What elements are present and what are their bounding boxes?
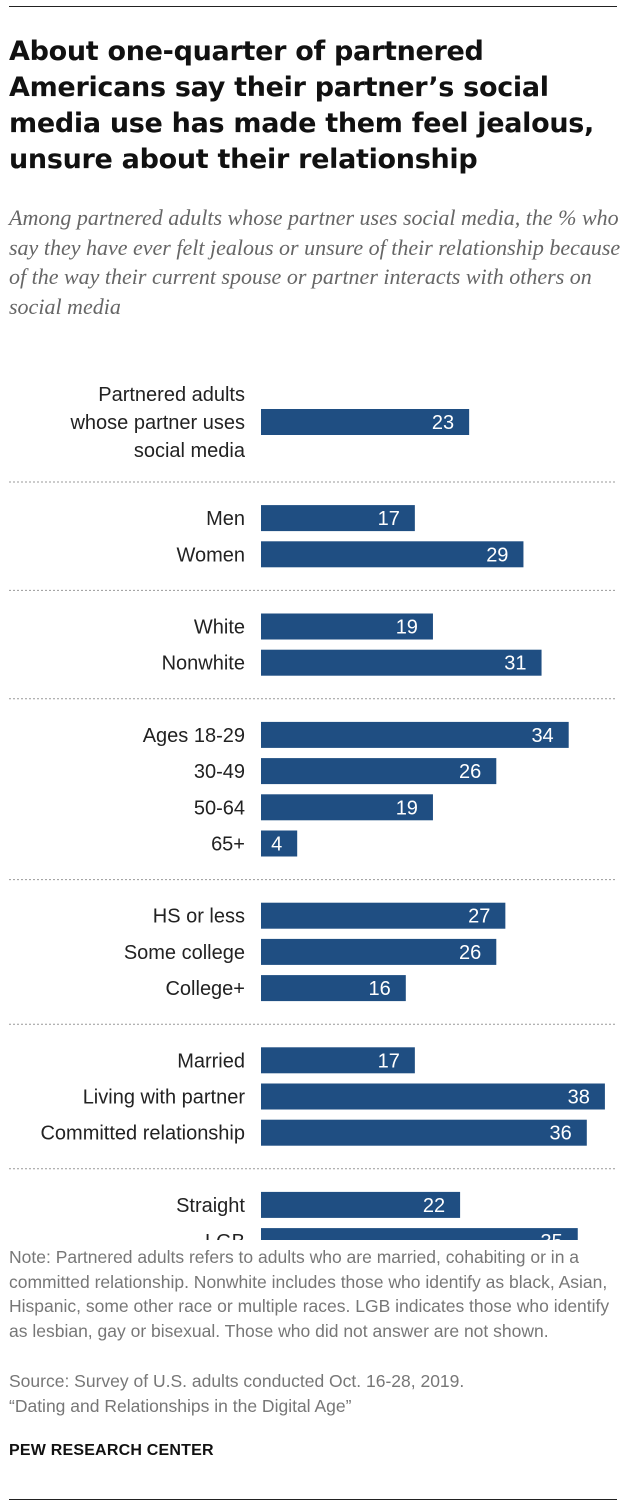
bottom-rule	[9, 1499, 617, 1500]
category-label-line: social media	[134, 440, 246, 462]
bar-6-1	[261, 1228, 578, 1240]
category-label: Married	[177, 1050, 245, 1072]
bar-3-3	[261, 830, 298, 857]
category-label: Committed relationship	[40, 1123, 245, 1145]
category-label: LGB	[205, 1231, 245, 1240]
bar-3-1	[261, 758, 497, 785]
bar-chart: 23 Partnered adults whose partner uses soci…	[9, 384, 617, 1240]
category-label-line: Living with partner	[83, 1087, 246, 1109]
category-label: Partnered adults whose partner uses social…	[69, 384, 245, 462]
category-label: Men	[206, 508, 245, 530]
bar-value-label: 31	[504, 653, 526, 675]
bar-value-label: 36	[550, 1123, 572, 1145]
category-label-line: White	[194, 617, 245, 639]
category-label-line: Straight	[176, 1195, 245, 1217]
bar-value-label: 16	[369, 978, 391, 1000]
category-label: HS or less	[153, 906, 245, 928]
bar-value-label: 19	[396, 617, 418, 639]
category-label: Ages 18-29	[143, 725, 245, 747]
category-label-line: Men	[206, 508, 245, 530]
category-label-line: Nonwhite	[162, 653, 245, 675]
bar-value-label: 35	[541, 1231, 563, 1240]
bar-value-label: 23	[432, 412, 454, 434]
bar-0-0	[261, 409, 470, 435]
bar-value-label: 19	[396, 797, 418, 819]
bar-4-0	[261, 902, 506, 929]
bar-3-2	[261, 794, 433, 821]
bar-1-0	[261, 505, 415, 532]
category-label: 65+	[211, 834, 245, 856]
category-label-line: Married	[177, 1050, 245, 1072]
bar-value-label: 4	[271, 834, 282, 856]
bar-3-0	[261, 721, 569, 748]
category-label: Living with partner	[83, 1087, 246, 1109]
chart-source: Source: Survey of U.S. adults conducted …	[9, 1369, 621, 1418]
chart-title: About one-quarter of partnered Americans…	[9, 36, 594, 175]
category-label: Straight	[176, 1195, 245, 1217]
category-label: College+	[165, 978, 245, 1000]
category-label-line: LGB	[205, 1231, 245, 1240]
category-label-line: Some college	[124, 942, 245, 964]
category-label-line: 65+	[211, 834, 245, 856]
category-label-line: College+	[165, 978, 245, 1000]
category-label-line: 30-49	[194, 761, 245, 783]
source-line-2: “Dating and Relationships in the Digital…	[9, 1395, 352, 1416]
category-label: Women	[176, 544, 245, 566]
category-label-line: Women	[176, 544, 245, 566]
bar-value-label: 27	[468, 906, 490, 928]
bar-2-1	[261, 649, 542, 676]
bar-1-1	[261, 541, 524, 568]
bar-value-label: 17	[378, 508, 400, 530]
bar-value-label: 38	[568, 1087, 590, 1109]
bar-value-label: 26	[459, 761, 481, 783]
chart-note: Note: Partnered adults refers to adults …	[9, 1247, 610, 1341]
bar-2-0	[261, 613, 433, 640]
pew-research-center-logo: PEW RESEARCH CENTER	[9, 1442, 214, 1459]
category-label-line: Partnered adults	[98, 384, 245, 406]
category-label-line: Ages 18-29	[143, 725, 245, 747]
bar-value-label: 26	[459, 942, 481, 964]
bar-value-label: 22	[423, 1195, 445, 1217]
bar-4-1	[261, 938, 497, 965]
top-rule	[9, 6, 617, 7]
category-label: 50-64	[194, 797, 245, 819]
bar-6-0	[261, 1191, 461, 1218]
category-label-line: 50-64	[194, 797, 245, 819]
category-label: Nonwhite	[162, 653, 245, 675]
category-label: 30-49	[194, 761, 245, 783]
bar-value-label: 29	[486, 544, 508, 566]
category-label: White	[194, 617, 245, 639]
bar-value-label: 17	[378, 1050, 400, 1072]
bar-5-0	[261, 1047, 415, 1074]
category-label-line: HS or less	[153, 906, 245, 928]
bar-5-2	[261, 1119, 587, 1146]
category-label-line: Committed relationship	[40, 1123, 245, 1145]
source-line-1: Source: Survey of U.S. adults conducted …	[9, 1371, 465, 1391]
bar-value-label: 34	[531, 725, 553, 747]
chart-subtitle: Among partnered adults whose partner use…	[9, 205, 621, 319]
category-label-line: whose partner uses	[69, 412, 245, 434]
bar-4-2	[261, 975, 406, 1002]
bar-5-1	[261, 1083, 605, 1110]
category-label: Some college	[124, 942, 245, 964]
